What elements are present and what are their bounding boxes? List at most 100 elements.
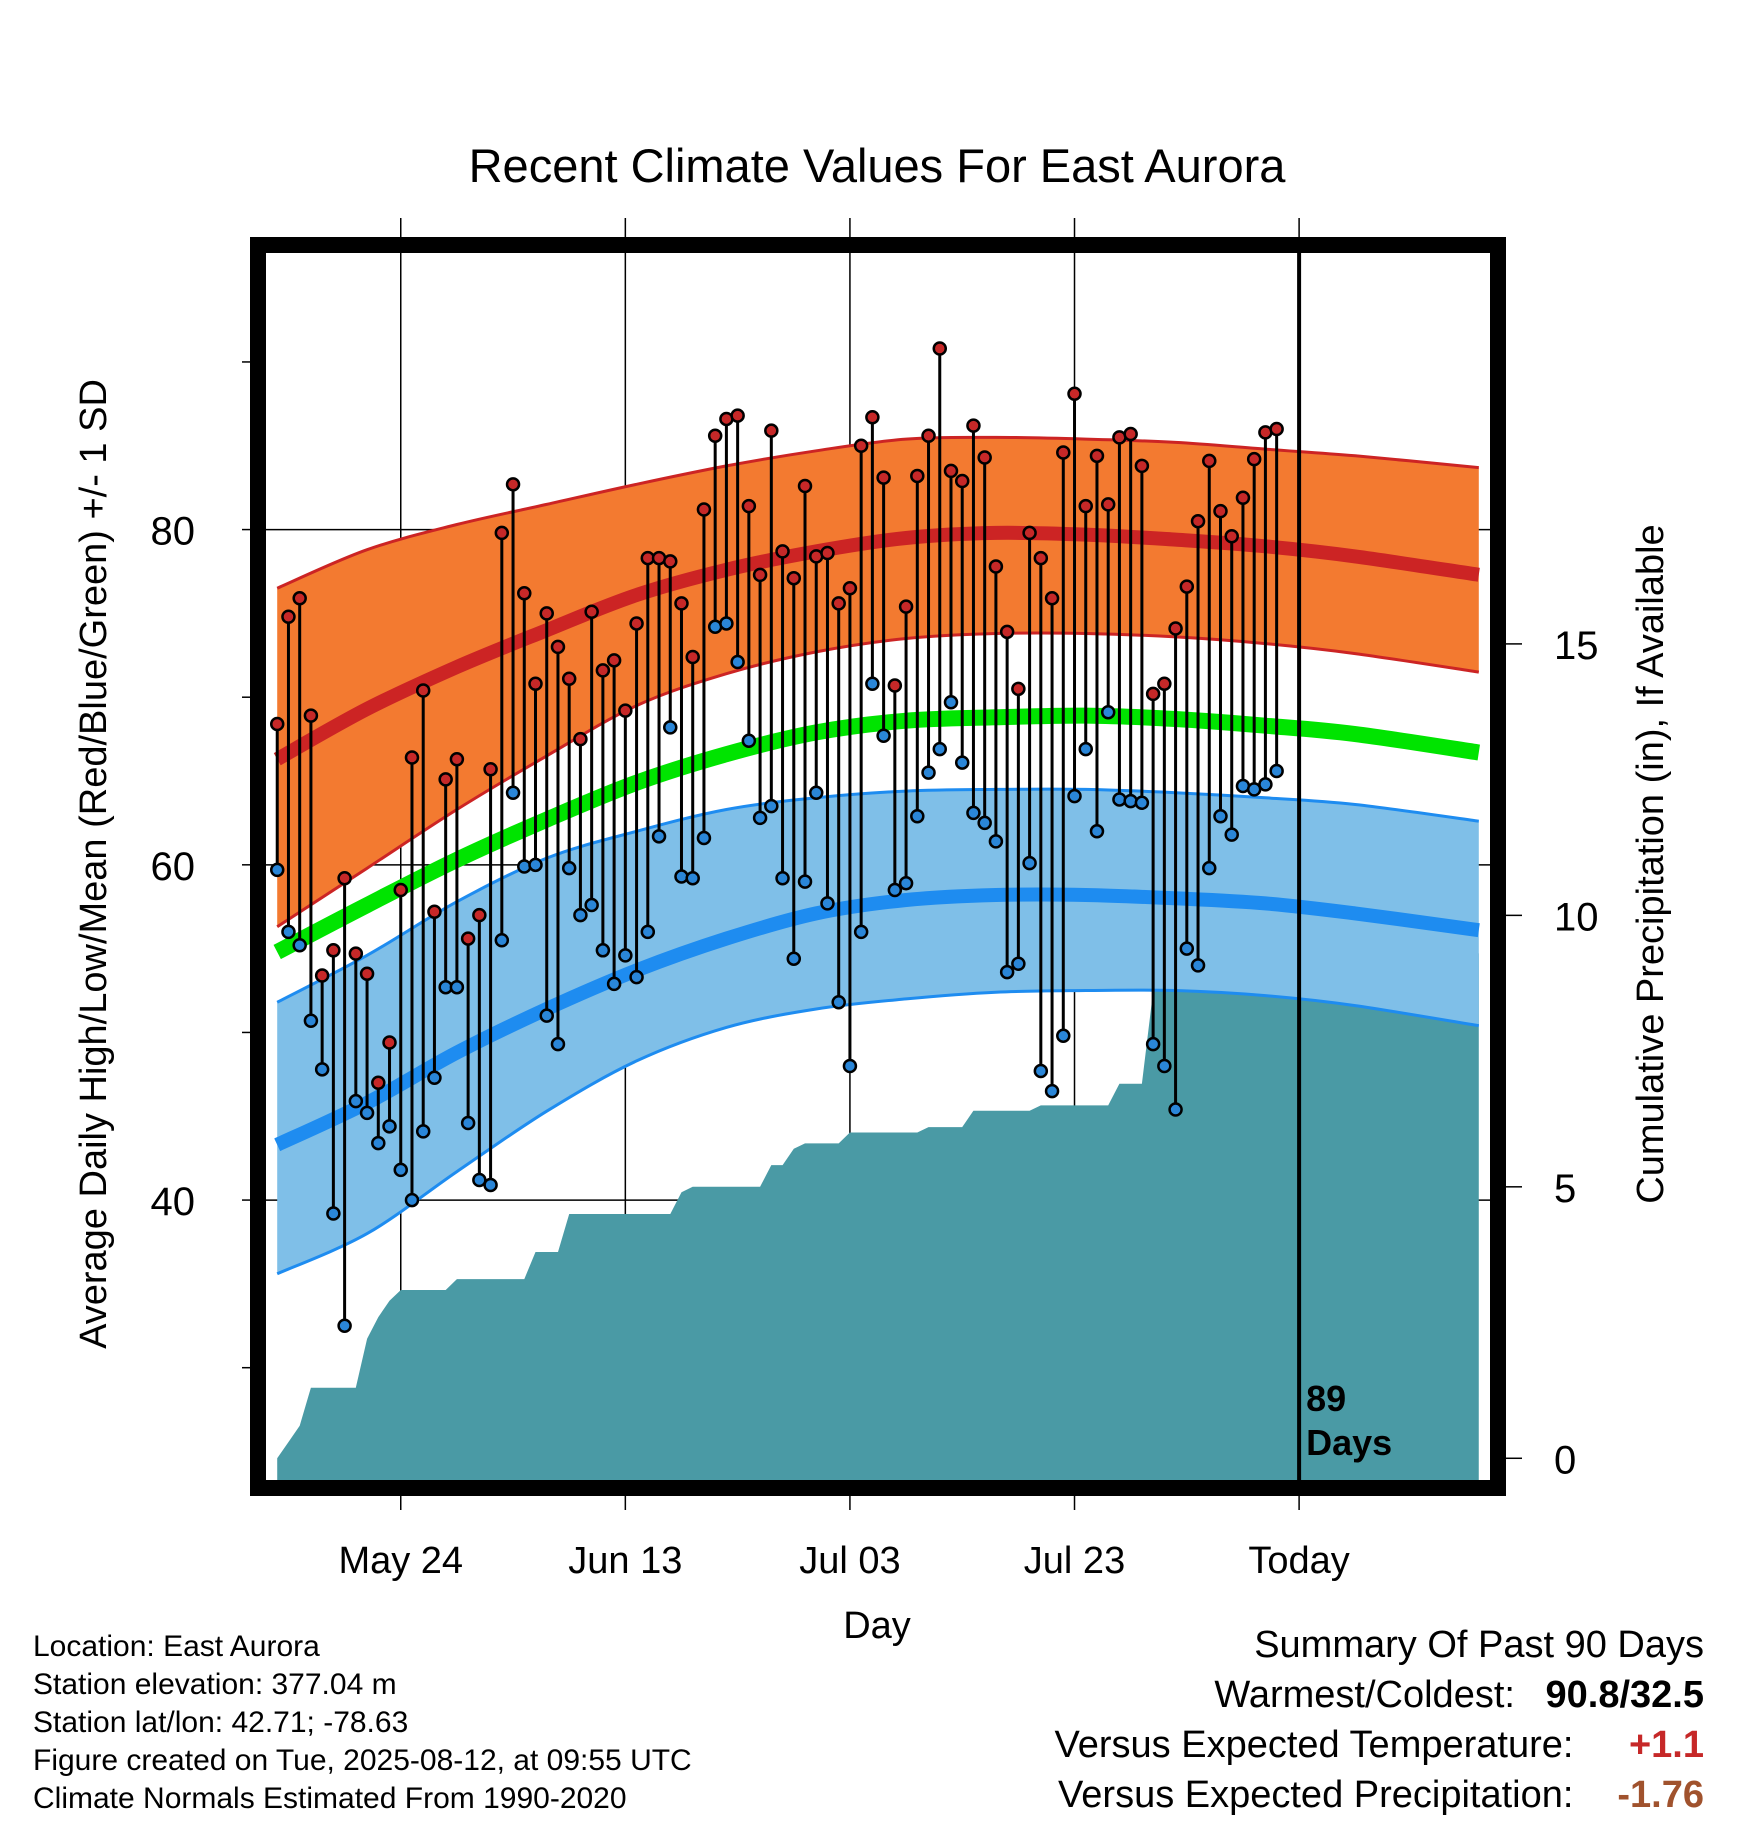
low-temp-point	[730, 654, 745, 670]
high-temp-point	[853, 438, 869, 454]
high-temp-point	[1033, 550, 1049, 566]
y2-tick-label: 5	[1554, 1167, 1576, 1211]
low-temp-point	[1011, 956, 1026, 971]
high-temp-point	[786, 570, 802, 586]
low-temp-point	[663, 720, 678, 735]
low-temp-point	[393, 1162, 409, 1178]
y2-tick-label: 10	[1554, 895, 1599, 939]
low-temp-point	[359, 1105, 375, 1121]
high-temp-point	[797, 478, 813, 494]
precipitation-area	[277, 953, 1479, 1480]
low-temp-point	[898, 876, 914, 891]
high-temp-point	[696, 502, 712, 517]
high-temp-point	[910, 468, 925, 484]
high-temp-point	[561, 671, 577, 687]
high-temp-point	[999, 624, 1015, 640]
low-temp-point	[573, 907, 588, 923]
y-axis-label: Average Daily High/Low/Mean (Red/Blue/Gr…	[73, 379, 115, 1349]
high-temp-point	[618, 703, 633, 718]
low-temp-point	[1168, 1102, 1183, 1117]
days-unit-label: Days	[1306, 1422, 1392, 1463]
x-tick-label: Today	[1248, 1540, 1349, 1582]
high-temp-point	[842, 580, 858, 596]
low-temp-point	[472, 1172, 487, 1188]
low-temp-point	[921, 765, 936, 780]
summary-warm-cold-value: 90.8/32.5	[1545, 1674, 1704, 1716]
low-temp-point	[415, 1124, 431, 1139]
high-temp-point	[517, 586, 532, 601]
low-temp-point	[820, 896, 835, 911]
high-temp-point	[314, 968, 330, 983]
high-temp-point	[831, 596, 846, 611]
high-temp-point	[966, 418, 981, 433]
footer-latlon: Station lat/lon: 42.71; -78.63	[33, 1706, 409, 1739]
low-temp-point	[988, 834, 1004, 849]
low-temp-point	[1078, 741, 1093, 757]
high-temp-point	[393, 882, 409, 898]
low-temp-point	[1033, 1063, 1049, 1079]
low-temp-point	[1246, 782, 1262, 797]
high-temp-point	[1078, 498, 1093, 514]
summary-panel: Summary Of Past 90 Days Warmest/Coldest:…	[1055, 1620, 1704, 1820]
high-temp-point	[764, 423, 779, 438]
low-temp-point	[1269, 763, 1284, 779]
high-temp-point	[472, 907, 487, 923]
high-temp-point	[1056, 445, 1071, 460]
high-temp-point	[921, 428, 936, 443]
low-temp-point	[371, 1135, 386, 1151]
low-temp-point	[943, 694, 959, 710]
low-temp-point	[449, 979, 465, 995]
low-temp-point	[842, 1058, 858, 1074]
days-count-label: 89	[1306, 1378, 1346, 1419]
low-temp-point	[1224, 827, 1239, 842]
summary-precip-row: Versus Expected Precipitation: -1.76	[1055, 1770, 1704, 1820]
high-temp-point	[943, 463, 959, 479]
low-temp-point	[764, 798, 779, 814]
low-temp-point	[1258, 777, 1273, 792]
footer-info: Location: East Aurora Station elevation:…	[33, 1628, 692, 1818]
high-temp-point	[595, 663, 611, 678]
high-temp-point	[415, 683, 431, 698]
high-temp-point	[629, 616, 644, 631]
low-temp-point	[269, 862, 285, 878]
high-temp-point	[865, 410, 880, 425]
low-temp-point	[808, 785, 824, 800]
high-temp-point	[1202, 453, 1217, 469]
axes-ticks-layer: 40 60 80 0 5 10 15 May 24 Jun 13 Jul 03 Jul 23 Toda…	[151, 218, 1599, 1582]
high-temp-point	[550, 639, 566, 655]
daily-stems-layer	[275, 348, 1279, 1326]
summary-temp-row: Versus Expected Temperature: +1.1	[1055, 1720, 1704, 1770]
high-temp-point	[988, 559, 1004, 574]
high-temp-point	[730, 408, 745, 423]
precipitation-area-layer	[277, 953, 1479, 1480]
low-temp-point	[618, 948, 633, 963]
low-temp-point	[966, 805, 981, 821]
low-temp-point	[775, 870, 790, 886]
low-temp-point	[1213, 808, 1228, 824]
summary-warm-cold-label: Warmest/Coldest:	[1214, 1674, 1515, 1716]
low-temp-point	[752, 810, 768, 826]
high-temp-point	[898, 599, 914, 614]
high-temp-point	[1123, 426, 1138, 442]
high-temp-point	[775, 544, 790, 559]
high-temp-point	[359, 966, 375, 982]
summary-precip-label: Versus Expected Precipitation:	[1058, 1774, 1574, 1816]
high-temp-point	[1190, 513, 1206, 529]
high-temp-point	[438, 772, 453, 787]
high-temp-point	[539, 606, 554, 621]
high-temp-point	[573, 731, 588, 747]
high-temp-point	[281, 609, 296, 624]
low-temp-point	[640, 924, 656, 940]
low-temp-point	[404, 1192, 420, 1208]
summary-temp-value: +1.1	[1628, 1724, 1704, 1766]
high-temp-point	[820, 545, 835, 561]
high-temp-point	[1157, 676, 1172, 692]
high-temp-point	[954, 473, 970, 489]
x-axis-label: Day	[843, 1605, 911, 1647]
high-temp-point	[1246, 451, 1262, 467]
low-temp-point	[281, 924, 296, 940]
footer-elevation: Station elevation: 377.04 m	[33, 1668, 397, 1701]
chart-title: Recent Climate Values For East Aurora	[469, 139, 1287, 192]
